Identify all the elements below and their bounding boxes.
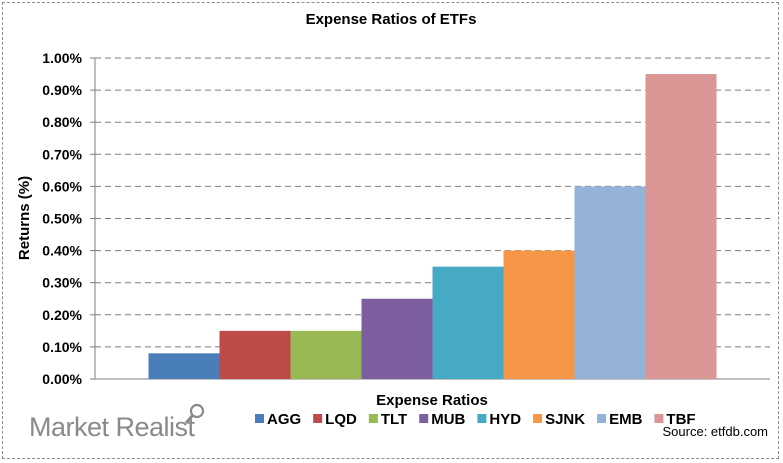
bar-tbf bbox=[645, 74, 717, 380]
legend-swatch-sjnk bbox=[533, 414, 543, 423]
legend-label-mub: MUB bbox=[431, 411, 465, 428]
y-tick-label: 0.40% bbox=[42, 243, 82, 259]
legend-swatch-hyd bbox=[477, 414, 487, 423]
y-tick-label: 0.90% bbox=[42, 82, 82, 98]
y-tick-label: 0.20% bbox=[42, 307, 82, 323]
bar-mub bbox=[361, 298, 433, 379]
legend-label-hyd: HYD bbox=[489, 411, 521, 428]
y-tick-label: 0.60% bbox=[42, 178, 82, 194]
legend-label-tlt: TLT bbox=[381, 411, 407, 428]
y-axis-label: Returns (%) bbox=[16, 176, 33, 260]
legend: AGG LQD TLT MUB HYD SJNK EMB TBF bbox=[255, 411, 696, 428]
legend-label-sjnk: SJNK bbox=[545, 411, 585, 428]
legend-label-emb: EMB bbox=[609, 411, 643, 428]
chart-title: Expense Ratios of ETFs bbox=[306, 11, 477, 28]
legend-label-agg: AGG bbox=[267, 411, 301, 428]
y-tick-label: 0.50% bbox=[42, 211, 82, 227]
legend-swatch-lqd bbox=[313, 414, 323, 423]
y-tick-label: 1.00% bbox=[42, 50, 82, 66]
watermark-logo: Market Realist bbox=[29, 412, 196, 442]
y-tick-labels: 0.00% 0.10% 0.20% 0.30% 0.40% 0.50% 0.60% 0.70%… bbox=[42, 50, 82, 387]
bars bbox=[148, 74, 717, 380]
x-axis-label: Expense Ratios bbox=[376, 392, 488, 409]
legend-swatch-tbf bbox=[654, 414, 664, 423]
legend-label-tbf: TBF bbox=[666, 411, 695, 428]
legend-swatch-tlt bbox=[368, 414, 378, 423]
legend-swatch-agg bbox=[255, 414, 264, 423]
y-tick-label: 0.10% bbox=[42, 339, 82, 355]
y-tick-label: 0.00% bbox=[42, 371, 82, 387]
bar-lqd bbox=[219, 330, 291, 379]
bar-agg bbox=[148, 353, 220, 379]
bar-hyd bbox=[432, 266, 504, 379]
bar-sjnk bbox=[503, 250, 575, 379]
source-label: Source: etfdb.com bbox=[663, 424, 769, 439]
legend-label-lqd: LQD bbox=[325, 411, 357, 428]
bar-tlt bbox=[290, 330, 362, 379]
legend-swatch-mub bbox=[419, 414, 429, 423]
bar-emb bbox=[574, 186, 646, 379]
legend-swatch-emb bbox=[597, 414, 607, 423]
magnifier-icon bbox=[184, 403, 205, 424]
y-tick-label: 0.80% bbox=[42, 114, 82, 130]
y-tick-label: 0.30% bbox=[42, 275, 82, 291]
y-tick-label: 0.70% bbox=[42, 146, 82, 162]
